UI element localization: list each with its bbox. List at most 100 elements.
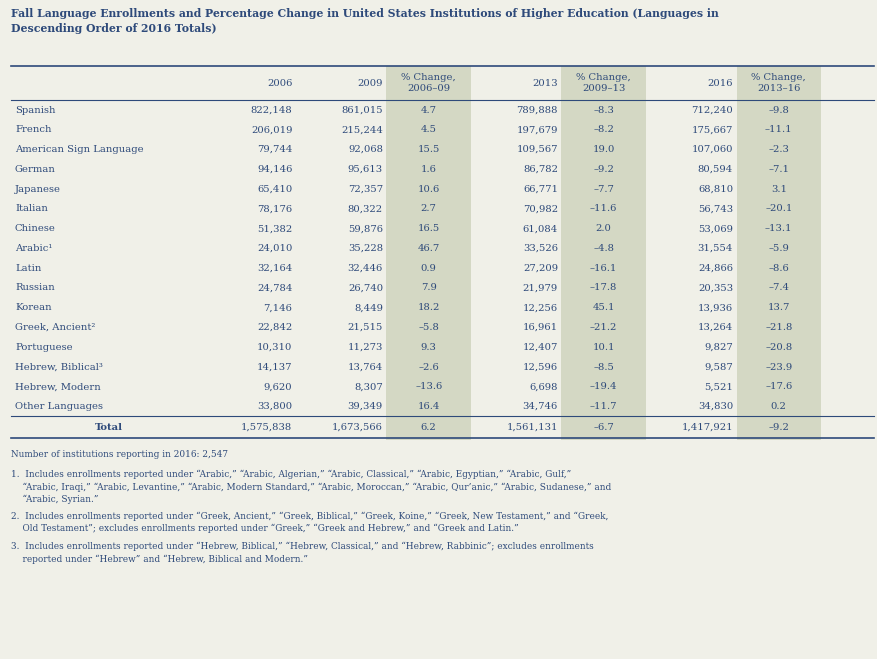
Text: 1,561,131: 1,561,131	[506, 423, 558, 432]
Text: 61,084: 61,084	[522, 224, 558, 233]
Text: 45.1: 45.1	[592, 303, 614, 312]
Text: 35,228: 35,228	[347, 244, 382, 253]
Text: 7.9: 7.9	[420, 283, 436, 293]
Text: 861,015: 861,015	[341, 105, 382, 115]
Text: Other Languages: Other Languages	[15, 402, 103, 411]
Text: American Sign Language: American Sign Language	[15, 145, 143, 154]
Text: –16.1: –16.1	[589, 264, 617, 273]
Text: 4.7: 4.7	[420, 105, 436, 115]
Text: Japanese: Japanese	[15, 185, 61, 194]
Text: –17.8: –17.8	[589, 283, 617, 293]
Text: Chinese: Chinese	[15, 224, 56, 233]
Text: 12,596: 12,596	[523, 362, 558, 372]
Text: –11.6: –11.6	[589, 204, 617, 214]
Text: 8,449: 8,449	[353, 303, 382, 312]
Text: 18.2: 18.2	[417, 303, 439, 312]
Text: 206,019: 206,019	[251, 125, 292, 134]
Text: 9.3: 9.3	[420, 343, 436, 352]
Text: –20.1: –20.1	[764, 204, 792, 214]
Text: 32,164: 32,164	[257, 264, 292, 273]
Text: 7,146: 7,146	[263, 303, 292, 312]
Text: 9,587: 9,587	[703, 362, 732, 372]
Text: 31,554: 31,554	[697, 244, 732, 253]
Text: 10.6: 10.6	[417, 185, 439, 194]
Text: 13.7: 13.7	[766, 303, 789, 312]
Text: –21.8: –21.8	[764, 323, 792, 332]
Text: 33,526: 33,526	[523, 244, 558, 253]
Text: –17.6: –17.6	[764, 382, 791, 391]
Text: 21,979: 21,979	[522, 283, 558, 293]
Text: Italian: Italian	[15, 204, 47, 214]
Text: Hebrew, Biblical³: Hebrew, Biblical³	[15, 362, 103, 372]
Text: 13,764: 13,764	[347, 362, 382, 372]
Text: 12,256: 12,256	[523, 303, 558, 312]
Text: –2.6: –2.6	[417, 362, 438, 372]
Text: –21.2: –21.2	[589, 323, 617, 332]
Text: 79,744: 79,744	[257, 145, 292, 154]
Text: Russian: Russian	[15, 283, 54, 293]
Text: 39,349: 39,349	[347, 402, 382, 411]
Text: –9.2: –9.2	[593, 165, 614, 174]
Text: 0.9: 0.9	[420, 264, 436, 273]
Text: –13.6: –13.6	[415, 382, 442, 391]
Text: 175,667: 175,667	[691, 125, 732, 134]
Text: 66,771: 66,771	[523, 185, 558, 194]
Bar	[561, 66, 645, 440]
Text: –23.9: –23.9	[764, 362, 791, 372]
Text: –4.8: –4.8	[593, 244, 614, 253]
Text: 12,407: 12,407	[522, 343, 558, 352]
Text: –9.8: –9.8	[767, 105, 788, 115]
Text: 11,273: 11,273	[347, 343, 382, 352]
Text: Fall Language Enrollments and Percentage Change in United States Institutions of: Fall Language Enrollments and Percentage…	[11, 8, 718, 34]
Text: –7.7: –7.7	[593, 185, 614, 194]
Text: 6.2: 6.2	[420, 423, 436, 432]
Text: 78,176: 78,176	[257, 204, 292, 214]
Text: 2016: 2016	[707, 78, 732, 88]
Text: 70,982: 70,982	[523, 204, 558, 214]
Text: –7.4: –7.4	[767, 283, 788, 293]
Text: 68,810: 68,810	[697, 185, 732, 194]
Text: 46.7: 46.7	[417, 244, 439, 253]
Text: 21,515: 21,515	[347, 323, 382, 332]
Text: 822,148: 822,148	[251, 105, 292, 115]
Text: Number of institutions reporting in 2016: 2,547: Number of institutions reporting in 2016…	[11, 450, 228, 459]
Text: –9.2: –9.2	[767, 423, 788, 432]
Text: Latin: Latin	[15, 264, 41, 273]
Text: % Change,
2006–09: % Change, 2006–09	[401, 73, 455, 93]
Text: 109,567: 109,567	[516, 145, 558, 154]
Text: 6,698: 6,698	[529, 382, 558, 391]
Text: 59,876: 59,876	[347, 224, 382, 233]
Text: 9,827: 9,827	[703, 343, 732, 352]
Text: 34,830: 34,830	[697, 402, 732, 411]
Text: % Change,
2009–13: % Change, 2009–13	[575, 73, 631, 93]
Text: 1.  Includes enrollments reported under “Arabic,” “Arabic, Algerian,” “Arabic, C: 1. Includes enrollments reported under “…	[11, 470, 611, 504]
Text: –8.6: –8.6	[767, 264, 788, 273]
Text: French: French	[15, 125, 52, 134]
Text: 1,417,921: 1,417,921	[681, 423, 732, 432]
Text: 24,784: 24,784	[257, 283, 292, 293]
Text: 1.6: 1.6	[420, 165, 436, 174]
Text: 3.  Includes enrollments reported under “Hebrew, Biblical,” “Hebrew, Classical,”: 3. Includes enrollments reported under “…	[11, 542, 594, 563]
Text: –8.3: –8.3	[593, 105, 614, 115]
Text: 15.5: 15.5	[417, 145, 439, 154]
Text: –5.9: –5.9	[767, 244, 788, 253]
Text: 1,575,838: 1,575,838	[241, 423, 292, 432]
Text: 80,322: 80,322	[347, 204, 382, 214]
Text: 24,010: 24,010	[257, 244, 292, 253]
Text: –6.7: –6.7	[593, 423, 613, 432]
Text: –11.7: –11.7	[589, 402, 617, 411]
Text: 16.5: 16.5	[417, 224, 439, 233]
Text: 16.4: 16.4	[417, 402, 439, 411]
Text: –19.4: –19.4	[589, 382, 617, 391]
Text: 26,740: 26,740	[347, 283, 382, 293]
Text: 86,782: 86,782	[523, 165, 558, 174]
Text: –7.1: –7.1	[767, 165, 788, 174]
Text: 16,961: 16,961	[523, 323, 558, 332]
Text: –11.1: –11.1	[764, 125, 792, 134]
Text: –13.1: –13.1	[764, 224, 792, 233]
Text: German: German	[15, 165, 56, 174]
Text: 2013: 2013	[531, 78, 558, 88]
Text: Hebrew, Modern: Hebrew, Modern	[15, 382, 101, 391]
Text: 712,240: 712,240	[690, 105, 732, 115]
Text: 95,613: 95,613	[347, 165, 382, 174]
